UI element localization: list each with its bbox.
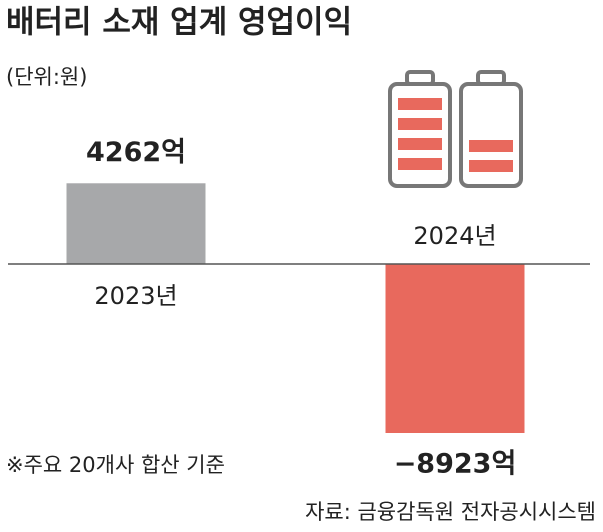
chart-subtitle: (단위:원)	[6, 65, 87, 89]
x-tick-label: 2024년	[413, 222, 496, 250]
x-tick-label: 2023년	[94, 282, 177, 310]
battery-cells	[398, 98, 513, 172]
bar	[66, 183, 206, 264]
source: 자료: 금융감독원 전자공시시스템	[305, 500, 596, 524]
battery-icon	[388, 70, 523, 188]
value-label: 4262억	[86, 137, 186, 168]
value-label: −8923억	[394, 449, 517, 480]
bar	[385, 264, 525, 433]
note: ※주요 20개사 합산 기준	[6, 453, 225, 477]
chart-title: 배터리 소재 업계 영업이익	[6, 5, 352, 41]
